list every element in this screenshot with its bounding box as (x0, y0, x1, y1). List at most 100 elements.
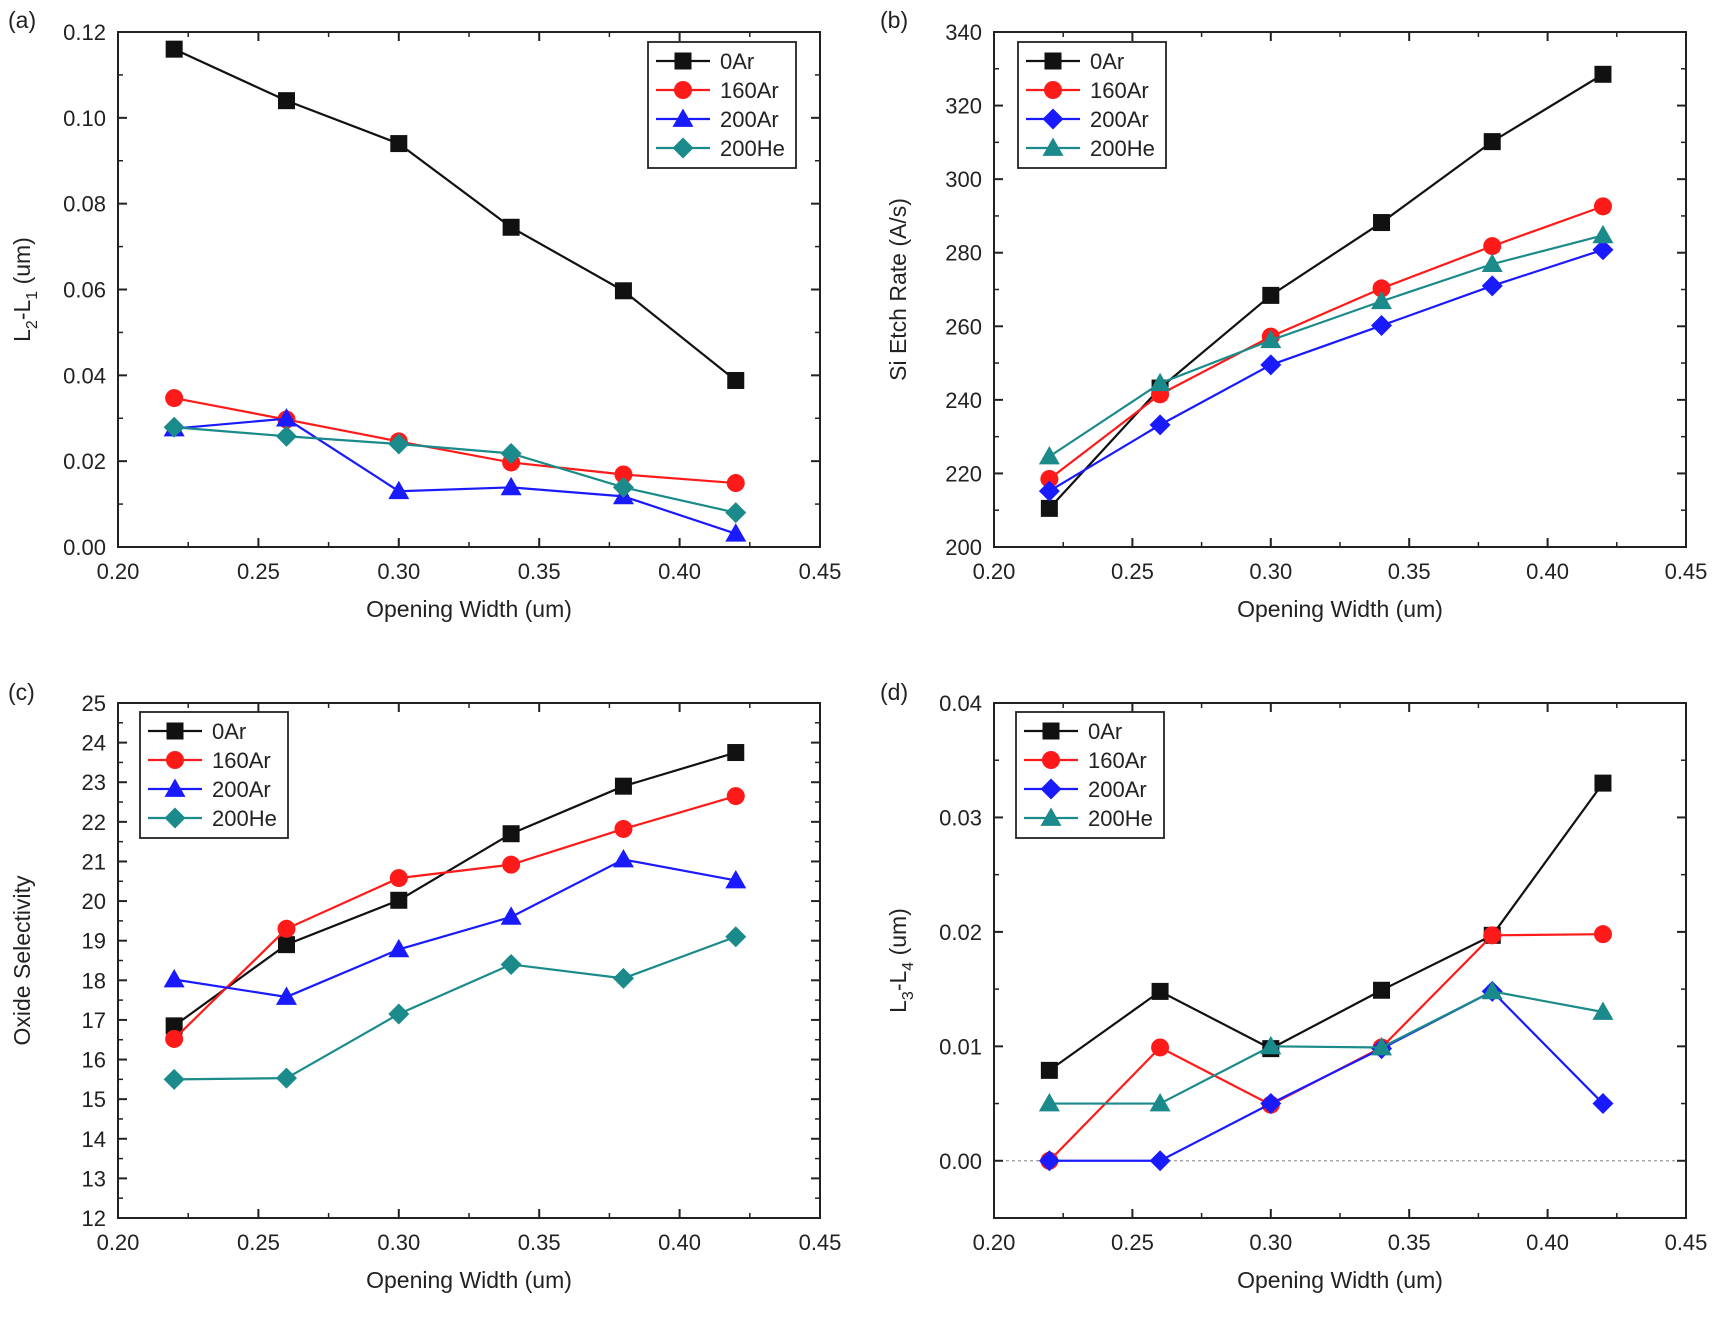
legend-label: 160Ar (720, 78, 779, 103)
data-point-200He (1038, 1093, 1060, 1112)
data-point-0Ar (165, 1017, 183, 1035)
x-tick-label: 0.35 (518, 559, 561, 584)
data-point-160Ar (1372, 279, 1391, 298)
x-tick-label: 0.40 (1526, 1230, 1569, 1255)
legend-marker-200He (164, 807, 186, 829)
series-line-160Ar (173, 396, 736, 485)
data-point-200He (163, 416, 185, 438)
data-point-200Ar (1149, 1150, 1171, 1172)
data-point-0Ar (502, 825, 520, 843)
data-point-200He (612, 476, 634, 498)
legend-marker-0Ar (1044, 52, 1062, 70)
legend-marker-200Ar (1040, 778, 1062, 800)
series-200Ar (1038, 239, 1614, 502)
y-tick-label: 24 (82, 731, 106, 756)
data-point-160Ar (389, 869, 408, 888)
data-point-200He (388, 433, 410, 455)
x-tick-label: 0.30 (1249, 559, 1292, 584)
data-point-0Ar (1594, 65, 1612, 83)
data-point-0Ar (390, 135, 408, 153)
panel-label: (b) (880, 7, 908, 33)
data-point-200He (725, 502, 747, 524)
data-point-200He (1592, 224, 1614, 244)
data-point-200Ar (163, 969, 185, 988)
data-point-160Ar (1040, 469, 1059, 488)
data-point-160Ar (726, 787, 745, 806)
x-tick-label: 0.40 (658, 1230, 701, 1255)
chart-panel-2: (c) 0.20 0.25 0.30 0.35 0.40 0.45 12 13 14 15 16 17 1… (8, 679, 841, 1293)
series-line-0Ar (173, 751, 737, 1027)
series-0Ar (165, 40, 745, 389)
data-point-200He (275, 425, 297, 447)
panel-label: (d) (880, 679, 908, 705)
data-point-160Ar (1593, 925, 1612, 944)
y-tick-label: 320 (945, 94, 982, 119)
y-tick-label: 280 (945, 241, 982, 266)
y-axis-title-part: -L (9, 300, 35, 321)
panel-label: (c) (8, 679, 35, 705)
data-point-200He (388, 1003, 410, 1025)
data-point-200Ar (725, 869, 747, 889)
x-tick-label: 0.35 (518, 1230, 561, 1255)
panel-label: (a) (8, 7, 36, 33)
y-tick-label: 240 (945, 388, 982, 413)
legend-marker-160Ar (1044, 81, 1062, 99)
y-tick-label: 17 (82, 1008, 106, 1033)
data-point-200He (275, 1067, 297, 1089)
series-line-0Ar (1048, 782, 1604, 1072)
series-160Ar (165, 389, 745, 493)
y-tick-label: 18 (82, 968, 106, 993)
legend: 0Ar 160Ar 200Ar 200He (647, 41, 797, 169)
legend-label: 200Ar (212, 777, 271, 802)
y-tick-label: 16 (82, 1048, 106, 1073)
series-line-160Ar (173, 795, 737, 1040)
data-point-0Ar (1594, 774, 1612, 792)
data-point-160Ar (165, 389, 184, 408)
x-tick-label: 0.20 (97, 559, 140, 584)
legend-label: 200He (1088, 806, 1153, 831)
legend-marker-200Ar (1042, 108, 1064, 130)
y-tick-label: 0.01 (939, 1034, 982, 1059)
x-tick-label: 0.45 (1665, 1230, 1708, 1255)
data-point-0Ar (165, 40, 183, 58)
series-200He (1038, 224, 1614, 465)
data-point-0Ar (1483, 133, 1501, 151)
y-axis-title-part: L (885, 1000, 911, 1013)
legend-marker-160Ar (674, 81, 692, 99)
y-tick-label: 20 (82, 889, 106, 914)
series-200Ar (163, 408, 747, 542)
y-axis-title-part: L (9, 329, 35, 342)
y-tick-label: 21 (82, 849, 106, 874)
data-point-200He (1149, 372, 1171, 392)
x-tick-label: 0.25 (237, 1230, 280, 1255)
data-point-160Ar (1593, 197, 1612, 216)
data-point-200Ar (1481, 275, 1503, 297)
legend-label: 0Ar (1090, 49, 1124, 74)
y-tick-label: 12 (82, 1206, 106, 1231)
legend-label: 200Ar (1088, 777, 1147, 802)
data-point-200Ar (1592, 1093, 1614, 1115)
legend-label: 200He (1090, 136, 1155, 161)
legend-marker-200He (672, 137, 694, 159)
data-point-200He (1481, 980, 1503, 1000)
series-line-200Ar (173, 858, 736, 999)
series-200He (163, 926, 747, 1090)
data-point-160Ar (726, 474, 745, 493)
series-line-200He (1049, 990, 1604, 1105)
y-tick-label: 0.02 (63, 449, 106, 474)
legend-label: 200Ar (1090, 107, 1149, 132)
data-point-200Ar (275, 408, 297, 427)
x-tick-label: 0.25 (237, 559, 280, 584)
data-point-0Ar (1040, 499, 1058, 517)
x-tick-label: 0.25 (1111, 559, 1154, 584)
legend-marker-200Ar (672, 108, 694, 127)
data-point-200Ar (1038, 1150, 1060, 1172)
legend-label: 0Ar (1088, 719, 1122, 744)
data-point-200Ar (1371, 315, 1393, 337)
data-point-0Ar (727, 744, 745, 762)
legend-label: 200He (720, 136, 785, 161)
x-tick-label: 0.40 (658, 559, 701, 584)
series-200He (1038, 980, 1614, 1112)
data-point-0Ar (1151, 982, 1169, 1000)
